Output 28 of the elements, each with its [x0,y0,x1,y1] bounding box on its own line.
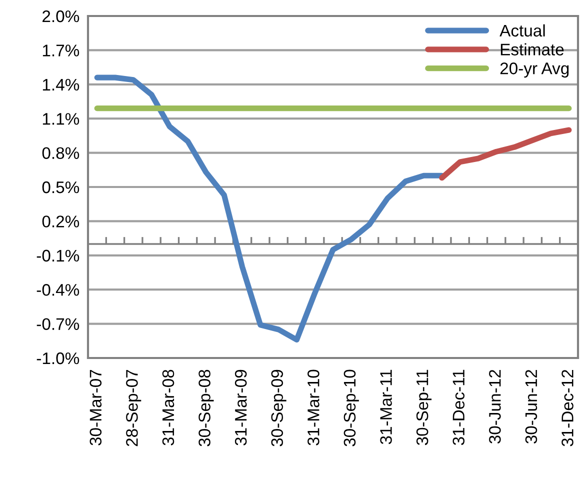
x-tick-label: 30-Jun-12 [489,370,501,444]
legend-label: 20-yr Avg [500,62,569,78]
x-tick-label: 31-Mar-08 [162,370,174,446]
y-tick-label: 0.8% [42,147,80,160]
x-tick-label: 30-Sep-11 [416,370,432,446]
x-tick-label: 31-Dec-12 [562,370,574,446]
y-tick-label: 2.0% [42,10,80,22]
y-tick-label: -0.1% [36,250,80,262]
x-tick-label: 31-Mar-10 [308,370,320,446]
x-tick-label: 30-Jun-12 [525,370,538,444]
x-tick-label: 30-Sep-10 [344,370,359,446]
legend-label: Actual [500,24,545,37]
x-tick-label: 31-Dec-11 [452,370,465,446]
y-tick-label: 0.2% [42,216,80,228]
y-tick-label: 0.5% [42,181,80,194]
y-tick-label: 1.4% [42,78,80,91]
x-tick-label: 30-Mar-07 [90,370,102,446]
x-tick-label: 30-Sep-08 [198,370,214,446]
y-tick-label: -0.7% [36,318,80,330]
y-tick-label: -1.0% [36,352,80,364]
x-tick-label: 31-Mar-09 [234,370,247,446]
x-tick-label: 31-Mar-11 [380,370,392,444]
legend-label: Estimate [500,43,564,56]
y-tick-label: 1.7% [42,44,80,56]
y-tick-label: -0.4% [36,284,80,296]
y-tick-label: 1.1% [42,113,80,125]
x-tick-label: 30-Sep-09 [271,370,286,446]
x-tick-label: 28-Sep-07 [126,370,142,446]
